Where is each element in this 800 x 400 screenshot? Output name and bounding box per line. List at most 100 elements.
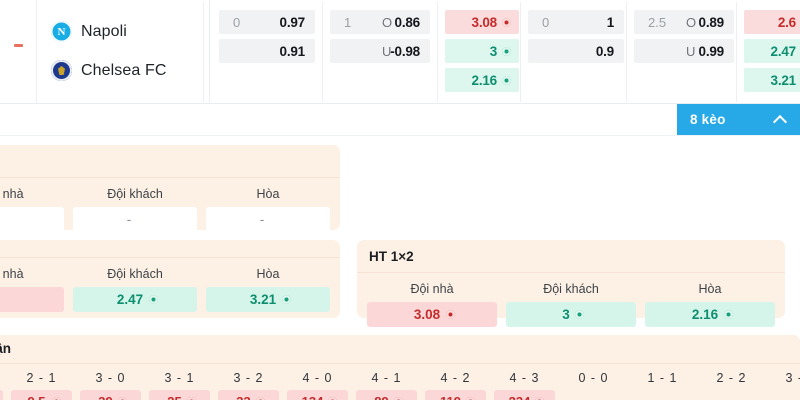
correct-score-value[interactable]: 25 [149,390,210,400]
odds-cell-over-under-1-2[interactable]: U -0.98 [330,39,430,63]
odds-cell-handicap-1-2[interactable]: 0.91 [219,39,315,63]
correct-score-cell: 2 - 2 [697,364,766,400]
odds-value: 89 [374,394,388,400]
odds-cell-over-under-2-1[interactable]: 2.5 O 0.89 [634,10,734,34]
odds-value: 234 [509,394,531,400]
keo-bar: 8 kèo [0,104,800,136]
correct-score-cell[interactable]: 4 - 2 119 [421,364,490,400]
panel-ft-column-3: Hòa 3.21 [206,258,330,312]
odds-value: 2.16 [691,307,719,322]
chevron-up-icon [774,113,787,126]
correct-score-cell[interactable]: 4 - 3 234 [490,364,559,400]
correct-score-row: 2 - 19.53 - 0393 - 1253 - 2334 - 01344 -… [0,364,800,400]
odds-cell-handicap-2-2[interactable]: 0.9 [528,39,624,63]
correct-score-value[interactable]: 33 [218,390,279,400]
correct-score-value[interactable]: 134 [287,390,348,400]
odds-value: 0.9 [595,43,614,59]
odds-value: 2.6 [777,14,796,30]
odds-movement-dot-icon [446,310,456,319]
panel-ht-1x2: HT 1×2 Đội nhà 3.08 Đội khách 3 Hòa 2.16 [357,240,785,327]
odds-cell-handicap-1-1[interactable]: 0 0.97 [219,10,315,34]
odds-cell-over-under-2-2[interactable]: U 0.99 [634,39,734,63]
odds-group-divider [736,2,737,102]
odds-value: 3.21 [249,292,277,307]
odds-cell-one-x-two-2-1[interactable]: 2.6 [744,10,800,34]
panel-ht-columns: Đội nhà 3.08 Đội khách 3 Hòa 2.16 [357,273,785,327]
panel-scores-column-3: Hòa - [206,178,330,232]
odds-cell-one-x-two-2-3[interactable]: 3.21 [744,68,800,92]
panel-ht-title: HT 1×2 [357,240,785,273]
odds-handicap-label: 0 [233,14,241,30]
odds-movement-dot-icon [255,397,265,400]
correct-score-value[interactable]: 89 [356,390,417,400]
panel-ht-column-value[interactable]: 3 [506,302,636,327]
odds-cell-one-x-two-2-2[interactable]: 2.47 [744,39,800,63]
odds-movement-dot-icon [466,397,476,400]
odds-movement-dot-icon [502,17,511,27]
panel-ht-column-value[interactable]: 3.08 [367,302,497,327]
panel-ht-column-head: Đội nhà [410,282,454,296]
odds-movement-dot-icon [328,397,338,400]
panel-ft-column-value[interactable]: 3.21 [206,287,330,312]
correct-score-value [563,390,624,400]
odds-group-divider [626,2,627,102]
odds-value: 0.86 [394,14,421,30]
keo-count-button[interactable]: 8 kèo [677,104,800,135]
correct-score-cell[interactable]: 3 - 0 39 [76,364,145,400]
left-edge-dash-icon [14,44,23,47]
correct-score-title: c toàn trận [0,335,800,364]
correct-score-value [0,390,3,400]
teams-column: Napoli Chelsea FC [36,0,210,104]
away-team-row[interactable]: Chelsea FC [51,51,209,90]
panel-ft-column-value[interactable] [0,287,64,312]
panel-ft-column-1: Đội nhà [0,258,64,312]
correct-score-cell [0,364,7,400]
correct-score-cell[interactable]: 2 - 1 9.5 [7,364,76,400]
correct-score-cell: 3 - 3 [766,364,800,400]
odds-movement-dot-icon [535,397,545,400]
odds-value: 3 [489,43,498,59]
panel-ht-column-2: Đội khách 3 [506,273,636,327]
correct-score-cell[interactable]: 4 - 1 89 [352,364,421,400]
odds-group-divider [520,2,521,102]
panel-ft-column-head: Đội nhà [0,267,24,281]
correct-score-value[interactable]: 119 [425,390,486,400]
panel-ft-title [0,240,340,258]
away-team-name: Chelsea FC [81,61,167,79]
correct-score-cell[interactable]: 3 - 1 25 [145,364,214,400]
odds-cell-one-x-two-1-3[interactable]: 2.16 [445,68,519,92]
odds-value: 0.99 [698,43,725,59]
panel-ht-column-head: Hòa [698,282,722,296]
panel-scores-column-value[interactable]: - [206,207,330,232]
chelsea-crest-icon [51,60,72,81]
top-odds-strip: Napoli Chelsea FC 00.97 0.91 1O0.86 U-0.98 3… [0,0,800,104]
odds-value: 3.21 [770,72,797,88]
correct-score-value[interactable]: 234 [494,390,555,400]
odds-cell-one-x-two-1-2[interactable]: 3 [445,39,519,63]
odds-movement-dot-icon [502,46,511,56]
odds-cell-over-under-1-1[interactable]: 1 O 0.86 [330,10,430,34]
odds-cell-one-x-two-1-1[interactable]: 3.08 [445,10,519,34]
correct-score-label: 1 - 1 [647,371,678,385]
panel-ft-column-head: Đội khách [107,267,163,281]
odds-movement-dot-icon [52,397,62,400]
napoli-crest-icon [51,21,72,42]
panel-scores-column-2: Đội khách - [73,178,197,232]
panel-scores-column-value[interactable]: - [0,207,64,232]
odds-value: -0.98 [390,43,420,59]
correct-score-value[interactable]: 9.5 [11,390,72,400]
home-team-row[interactable]: Napoli [51,12,209,51]
correct-score-cell[interactable]: 3 - 2 33 [214,364,283,400]
odds-value: 3.08 [471,14,498,30]
correct-score-label: 4 - 1 [371,371,402,385]
correct-score-value[interactable]: 39 [80,390,141,400]
panel-ft-column-value[interactable]: 2.47 [73,287,197,312]
correct-score-cell[interactable]: 4 - 0 134 [283,364,352,400]
panel-scores: Đội nhà - Đội khách - Hòa - [0,145,340,232]
panel-ht-column-value[interactable]: 2.16 [645,302,775,327]
correct-score-cell: 0 - 0 [559,364,628,400]
panel-scores-column-value[interactable]: - [73,207,197,232]
odds-grid: 0 0.97 0.91 1 O 0.86 U -0.98 3.08 3 2.16 0 1 0.9 2.5 O 0… [203,0,800,104]
